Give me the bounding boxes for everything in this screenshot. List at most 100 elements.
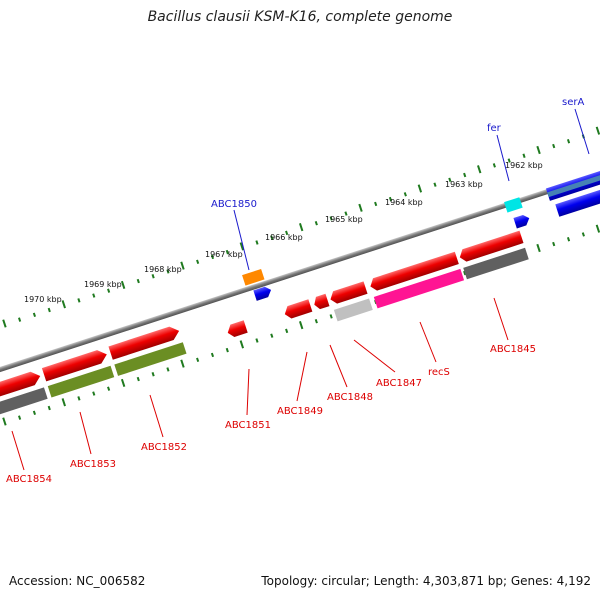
reverse-gene-track: [0, 324, 187, 418]
gene-ABC1853[interactable]: [41, 348, 109, 382]
forward-tick: [477, 165, 482, 174]
forward-tick: [507, 158, 511, 163]
forward-tick: [61, 300, 66, 309]
gene-label-ABC1849[interactable]: ABC1849: [277, 406, 323, 417]
reverse-tick: [270, 333, 274, 338]
gene-ABC1845[interactable]: [458, 230, 524, 263]
gene-label-ABC1850[interactable]: ABC1850: [211, 199, 257, 210]
forward-tick: [522, 153, 526, 158]
leader-line: [496, 134, 510, 182]
cog-bar-ABC1847: [333, 298, 373, 322]
kbp-labels: 1970 kbp 1969 kbp 1968 kbp 1967 kbp 1966…: [24, 161, 543, 304]
forward-gene-labels: ABC1850 fer serA: [211, 97, 590, 271]
leader-line: [296, 351, 308, 402]
reverse-tick: [581, 232, 585, 237]
cog-bar-serA: [547, 168, 600, 198]
forward-tick: [314, 221, 318, 226]
forward-tick: [329, 216, 333, 221]
reverse-tick: [285, 328, 289, 334]
forward-tick: [77, 298, 81, 303]
gene-ABC1850-arrow[interactable]: [253, 285, 273, 301]
gene-fer[interactable]: [504, 197, 523, 213]
cog-bar-ABC1854: [0, 387, 48, 418]
forward-tick: [566, 139, 571, 144]
gene-label-ABC1848[interactable]: ABC1848: [327, 392, 373, 403]
gene-ABC1850[interactable]: [242, 268, 265, 286]
forward-gene-track: [242, 268, 273, 301]
forward-tick: [239, 242, 245, 251]
gene-ABC1851[interactable]: [226, 320, 248, 338]
gene-ABC1854[interactable]: [0, 369, 42, 402]
genome-backbone: [0, 157, 600, 385]
forward-tick: [166, 269, 170, 274]
forward-tick: [196, 259, 200, 264]
reverse-tick: [47, 405, 51, 411]
leader-line: [353, 339, 396, 373]
forward-tick: [136, 278, 140, 284]
forward-tick: [403, 192, 407, 197]
kbp-label: 1968 kbp: [144, 265, 182, 274]
gene-label-ABC1854[interactable]: ABC1854: [6, 474, 52, 485]
forward-tick: [120, 280, 126, 290]
leader-line: [149, 394, 164, 438]
kbp-label: 1967 kbp: [205, 250, 243, 259]
gene-label-fer[interactable]: fer: [487, 123, 502, 134]
gene-label-serA[interactable]: serA: [562, 97, 584, 108]
forward-tick: [595, 126, 600, 135]
gene-label-ABC1847[interactable]: ABC1847: [376, 378, 422, 389]
gene-label-ABC1853[interactable]: ABC1853: [70, 459, 116, 470]
forward-tick: [92, 293, 96, 298]
cog-bar-ABC1845: [463, 247, 529, 280]
reverse-tick: [314, 319, 318, 324]
accession-text: Accession: NC_006582: [9, 574, 146, 588]
forward-tick: [255, 240, 259, 245]
gene-recS[interactable]: [368, 251, 459, 292]
reverse-tick: [255, 338, 259, 343]
reverse-tick: [61, 398, 66, 407]
backbone-track: [0, 157, 600, 385]
forward-gene-track-2: [504, 165, 600, 229]
gene-ABC1848[interactable]: [312, 293, 330, 311]
forward-tick: [417, 184, 423, 193]
forward-tick: [433, 182, 437, 187]
forward-tick: [107, 288, 111, 293]
reverse-tick: [595, 224, 600, 233]
forward-tick: [210, 254, 215, 260]
reverse-tick: [136, 376, 140, 382]
gene-ABC1852[interactable]: [108, 324, 181, 360]
forward-ticks: [2, 126, 600, 328]
kbp-label: 1966 kbp: [265, 233, 303, 242]
forward-tick: [492, 163, 496, 168]
reverse-tick: [552, 241, 556, 247]
cog-bar-ABC1852: [114, 342, 187, 376]
gene-label-ABC1851[interactable]: ABC1851: [225, 420, 271, 431]
forward-tick: [2, 319, 7, 328]
leader-line: [246, 368, 250, 416]
gene-label-ABC1852[interactable]: ABC1852: [141, 442, 187, 453]
forward-tick-scale: [2, 126, 600, 328]
forward-tick: [448, 177, 452, 183]
forward-tick: [47, 307, 51, 313]
leader-line: [329, 344, 348, 388]
kbp-label: 1969 kbp: [84, 280, 122, 289]
leader-line: [419, 321, 437, 363]
reverse-tick: [225, 347, 229, 353]
reverse-gene-labels: ABC1854 ABC1853 ABC1852 ABC1851 ABC1849 …: [6, 297, 536, 485]
gene-label-recS[interactable]: recS: [428, 367, 450, 378]
reverse-tick: [2, 417, 7, 426]
gene-fer-arrow[interactable]: [513, 213, 531, 229]
reverse-tick: [196, 357, 200, 362]
forward-tick: [298, 222, 304, 232]
forward-tick: [32, 312, 36, 318]
reverse-tick: [210, 352, 215, 358]
forward-tick: [388, 196, 393, 202]
gene-label-ABC1845[interactable]: ABC1845: [490, 344, 536, 355]
reverse-tick: [18, 415, 22, 420]
gene-serA-lower[interactable]: [555, 182, 600, 217]
reverse-tick: [107, 386, 111, 391]
map-title: Bacillus clausii KSM-K16, complete genom…: [147, 9, 453, 25]
forward-tick: [463, 172, 467, 178]
reverse-tick: [120, 378, 126, 388]
gene-ABC1847[interactable]: [328, 281, 368, 305]
gene-ABC1849[interactable]: [283, 299, 313, 320]
